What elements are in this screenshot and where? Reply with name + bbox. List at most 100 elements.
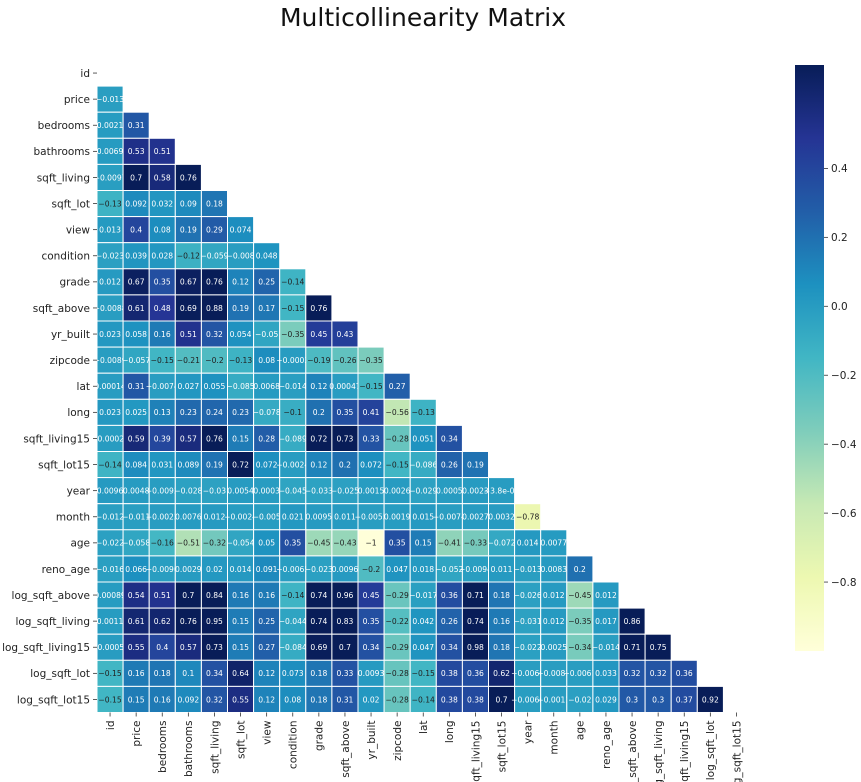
cell-value-label: 0.13 bbox=[154, 408, 171, 417]
cell-value-label: 0.012 bbox=[204, 513, 226, 522]
cell-value-label: −0.14 bbox=[98, 460, 121, 469]
cell-value-label: 0.023 bbox=[99, 330, 121, 339]
y-tick-label: sqft_living15 bbox=[23, 433, 90, 445]
cell-value-label: −0.0024 bbox=[224, 513, 257, 522]
cell-value-label: 0.51 bbox=[154, 591, 171, 600]
cell-value-label: −0.085 bbox=[226, 382, 254, 391]
colorbar-tick-label: 0.0 bbox=[831, 301, 848, 313]
cell-value-label: 0.12 bbox=[310, 382, 327, 391]
x-tick-label: year bbox=[522, 720, 534, 744]
heatmap-cell bbox=[279, 372, 307, 400]
heatmap-cell bbox=[618, 659, 646, 687]
cell-value-label: 0.24 bbox=[206, 408, 223, 417]
cell-value-label: 0.67 bbox=[128, 278, 145, 287]
cell-value-label: 0.27 bbox=[258, 643, 275, 652]
cell-value-label: −0.0096 bbox=[146, 565, 179, 574]
cell-value-label: 0.018 bbox=[412, 565, 434, 574]
heatmap-cell bbox=[200, 529, 228, 557]
heatmap-cell bbox=[200, 346, 228, 374]
cell-value-label: 0.12 bbox=[310, 460, 327, 469]
cell-value-label: −0.013 bbox=[96, 95, 124, 104]
cell-value-label: 0.048 bbox=[256, 252, 278, 261]
cell-value-label: 0.0011 bbox=[97, 617, 124, 626]
heatmap-cell bbox=[148, 581, 176, 609]
cell-value-label: 0.0032 bbox=[488, 513, 515, 522]
heatmap-cell bbox=[122, 242, 150, 270]
cell-value-label: 0.92 bbox=[702, 695, 719, 704]
heatmap-cell bbox=[461, 529, 489, 557]
cell-value-label: 0.12 bbox=[232, 278, 249, 287]
cell-value-label: −0.2 bbox=[205, 356, 224, 365]
y-tick-label: zipcode bbox=[50, 355, 90, 367]
cell-value-label: −0.13 bbox=[412, 408, 435, 417]
cell-value-label: −0.0097 bbox=[94, 173, 127, 182]
cell-value-label: 0.25 bbox=[258, 617, 275, 626]
cell-value-label: 0.021 bbox=[282, 513, 304, 522]
cell-value-label: 0.4 bbox=[130, 225, 142, 234]
heatmap-cell bbox=[488, 477, 516, 505]
cell-value-label: −1 bbox=[365, 539, 376, 548]
cell-value-label: 0.00014 bbox=[94, 382, 126, 391]
cell-value-label: −0.0061 bbox=[563, 669, 596, 678]
y-tick-label: bedrooms bbox=[38, 120, 90, 132]
cell-value-label: −0.32 bbox=[203, 539, 226, 548]
cell-value-label: −0.0074 bbox=[433, 513, 466, 522]
cell-value-label: 0.32 bbox=[624, 669, 641, 678]
heatmap-cell bbox=[148, 320, 176, 348]
cell-value-label: 0.26 bbox=[441, 460, 458, 469]
cell-value-label: 0.02 bbox=[206, 565, 223, 574]
cell-value-label: −0.15 bbox=[359, 382, 382, 391]
heatmap-cell bbox=[122, 607, 150, 635]
cell-value-label: 0.0076 bbox=[175, 513, 202, 522]
cell-value-label: 0.0054 bbox=[227, 486, 254, 495]
cell-value-label: −0.19 bbox=[307, 356, 330, 365]
cell-value-label: 0.0095 bbox=[306, 513, 333, 522]
heatmap-cell bbox=[227, 503, 255, 531]
heatmap-cell bbox=[200, 372, 228, 400]
cell-value-label: −0.022 bbox=[96, 539, 124, 548]
heatmap-cell bbox=[227, 424, 255, 452]
heatmap-cell bbox=[592, 633, 620, 661]
heatmap-cell bbox=[148, 555, 176, 583]
heatmap-cell bbox=[227, 685, 255, 714]
cell-value-label: 0.0027 bbox=[462, 513, 489, 522]
cell-value-label: −0.56 bbox=[386, 408, 409, 417]
cell-value-label: 0.05 bbox=[258, 539, 275, 548]
heatmap-cell bbox=[331, 581, 359, 609]
heatmap-cell bbox=[305, 398, 333, 426]
colorbar-tick-label: 0.4 bbox=[831, 163, 848, 175]
y-tick-label: view bbox=[66, 224, 91, 236]
cell-value-label: −0.21 bbox=[177, 356, 200, 365]
heatmap-cell bbox=[148, 346, 176, 374]
cell-value-label: −0.78 bbox=[516, 513, 539, 522]
heatmap-cell bbox=[409, 477, 437, 505]
cell-value-label: 0.16 bbox=[258, 591, 275, 600]
cell-value-label: −0.14 bbox=[281, 278, 304, 287]
heatmap-cell bbox=[253, 346, 281, 374]
heatmap-cell bbox=[200, 216, 228, 244]
cell-value-label: 0.00047 bbox=[329, 382, 361, 391]
cell-value-label: 0.08 bbox=[258, 356, 275, 365]
cell-value-label: 0.35 bbox=[154, 278, 171, 287]
cell-value-label: 0.32 bbox=[650, 669, 667, 678]
heatmap-cell bbox=[540, 555, 568, 583]
heatmap-cell bbox=[331, 424, 359, 452]
cell-value-label: −0.0066 bbox=[511, 669, 544, 678]
heatmap-cell bbox=[305, 320, 333, 348]
cell-value-label: −0.35 bbox=[568, 617, 591, 626]
cell-value-label: −0.045 bbox=[279, 486, 307, 495]
cell-value-label: 0.032 bbox=[151, 199, 173, 208]
heatmap-cell bbox=[383, 607, 411, 635]
cell-value-label: −0.072 bbox=[487, 539, 515, 548]
cell-value-label: 0.76 bbox=[180, 173, 197, 182]
cell-value-label: 0.74 bbox=[310, 617, 327, 626]
cell-value-label: 0.57 bbox=[180, 434, 197, 443]
heatmap-cell bbox=[644, 685, 672, 714]
colorbar-ticks: 0.4 0.2 0.0 −0.2 −0.4 −0.6 −0.8 bbox=[824, 163, 857, 589]
y-tick-label: log_sqft_above bbox=[12, 590, 90, 602]
heatmap-cell bbox=[279, 346, 307, 374]
cell-value-label: −0.023 bbox=[305, 565, 333, 574]
heatmap-cell bbox=[357, 398, 385, 426]
heatmap-cell bbox=[383, 503, 411, 531]
